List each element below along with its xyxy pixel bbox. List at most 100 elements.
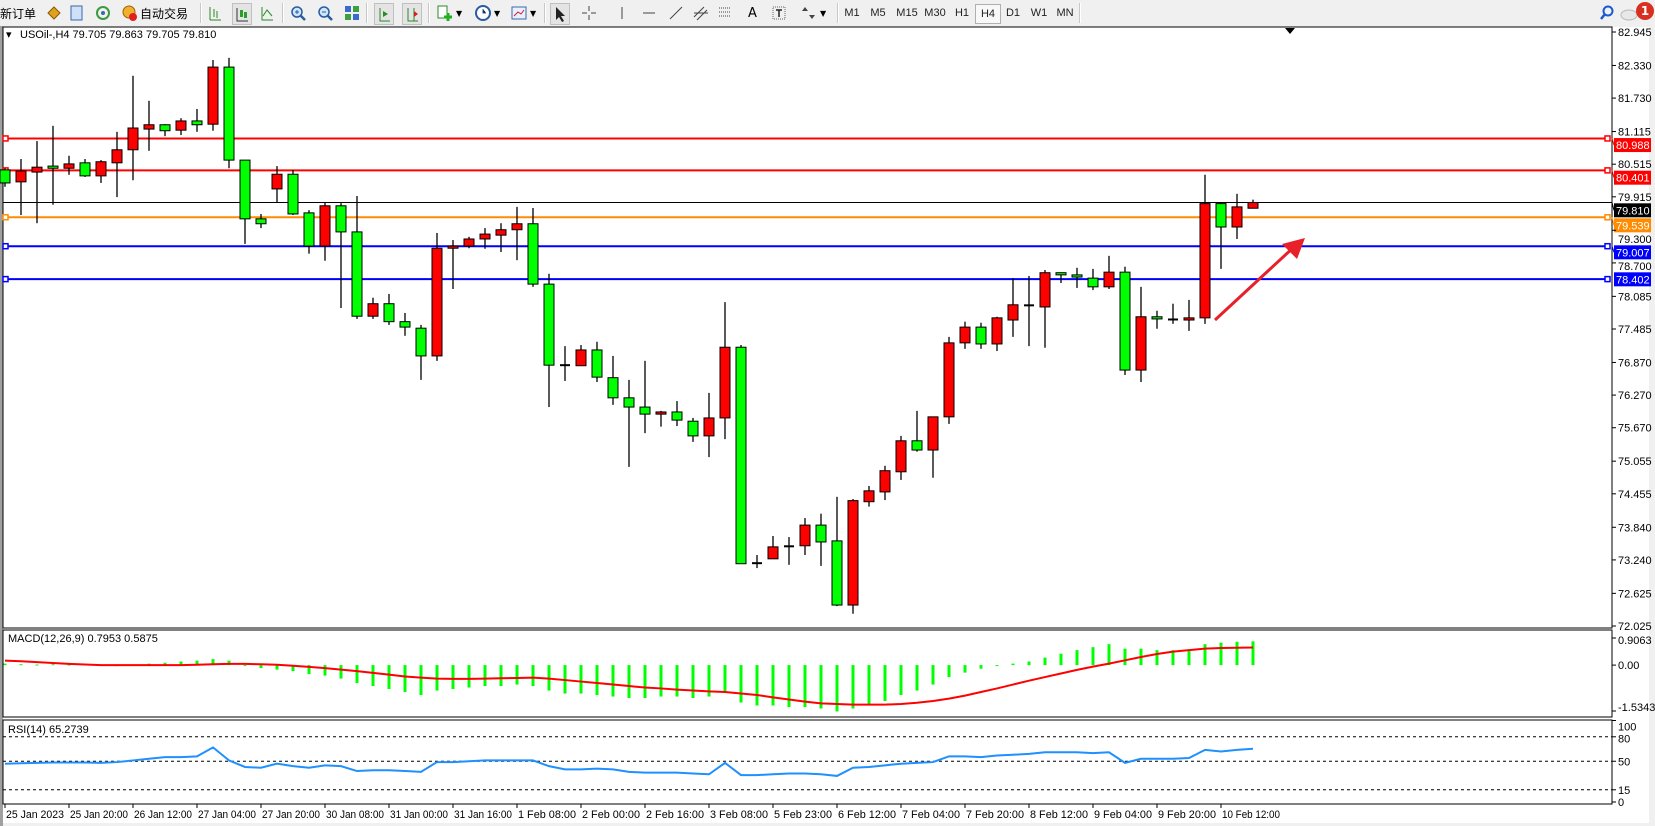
market-watch-icon [45, 4, 63, 22]
arrows-button[interactable]: ▼ [800, 3, 826, 23]
candle [1055, 272, 1067, 284]
bull-candle-body [367, 303, 379, 317]
candle [63, 155, 75, 175]
bull-candle-body [879, 470, 891, 493]
macd-histogram-bar [467, 665, 471, 688]
auto-trading-button[interactable]: 自动交易 [120, 3, 188, 23]
candle [815, 513, 827, 566]
timeframe-mn[interactable]: MN [1056, 7, 1074, 19]
time-label: 2 Feb 00:00 [582, 809, 640, 821]
timeframe-d1[interactable]: D1 [1005, 7, 1021, 19]
candle [463, 236, 475, 249]
bull-candle-body [95, 161, 107, 177]
chart-shift-marker[interactable] [1285, 28, 1295, 34]
bear-candle-body [239, 159, 251, 220]
candle [1231, 193, 1243, 239]
new-order-button[interactable]: 新订单 [0, 3, 36, 23]
macd-histogram-bar [163, 662, 167, 666]
bear-candle-body [1215, 203, 1227, 228]
navigator-button[interactable] [94, 3, 112, 23]
price-label: 80.988 [1616, 140, 1650, 152]
macd-histogram-bar [915, 665, 919, 691]
text-label-button[interactable] [770, 3, 788, 23]
macd-histogram-bar [19, 664, 23, 666]
timeframe-m1[interactable]: M1 [844, 7, 860, 19]
crosshair-icon [580, 4, 598, 22]
time-label: 6 Feb 12:00 [838, 809, 896, 821]
horizontal-line-button[interactable] [640, 3, 658, 23]
search-button[interactable] [1598, 3, 1616, 23]
timeframe-m5[interactable]: M5 [870, 7, 886, 19]
macd-histogram-bar [1027, 661, 1031, 666]
candle [399, 312, 411, 336]
bull-candle-body [111, 149, 123, 164]
text-tool-label: A [748, 5, 757, 21]
candle [319, 201, 331, 261]
zoom-in-button[interactable] [289, 3, 307, 23]
price-label-box [1614, 272, 1651, 287]
candle [271, 166, 283, 202]
macd-histogram-bar [979, 665, 983, 669]
crosshair-button[interactable] [580, 3, 598, 23]
tile-windows-button[interactable] [343, 3, 361, 23]
line-handle-left [2, 242, 9, 250]
macd-histogram-bar [1123, 648, 1127, 666]
bear-candle-body [1087, 277, 1099, 288]
bar-chart-button[interactable] [206, 3, 224, 23]
line-handle-right [1604, 214, 1611, 221]
clock-icon [474, 4, 492, 22]
auto-scroll-icon [375, 5, 393, 23]
candle [47, 125, 59, 205]
bull-candle-body [319, 205, 331, 247]
macd-histogram-bar [195, 660, 199, 666]
bull-candle-body [991, 317, 1003, 345]
search-icon [1598, 4, 1616, 22]
templates-button[interactable]: ▼ [510, 3, 536, 23]
macd-histogram-bar [1251, 641, 1255, 666]
timeframe-h1[interactable]: H1 [954, 7, 970, 19]
candlestick-button[interactable] [232, 3, 252, 25]
candle [655, 410, 667, 427]
candle [639, 360, 651, 434]
bull-candle-body [495, 229, 507, 236]
bull-candle-body [175, 120, 187, 131]
timeframe-m30[interactable]: M30 [924, 7, 946, 19]
line-handle-right [1604, 275, 1611, 283]
periods-button[interactable]: ▼ [474, 3, 500, 23]
fibonacci-button[interactable] [717, 3, 735, 23]
vertical-line-button[interactable] [613, 3, 631, 23]
rsi-axis-label: 100 [1618, 722, 1636, 734]
candle [784, 537, 794, 565]
candle [671, 401, 683, 427]
candle [719, 302, 731, 440]
timeframe-w1[interactable]: W1 [1030, 7, 1048, 19]
collapse-triangle-icon[interactable]: ▾ [6, 29, 12, 41]
price-tick-label: 80.515 [1618, 159, 1652, 171]
price-label: 78.402 [1616, 274, 1650, 286]
bull-candle-body [207, 66, 219, 125]
zoom-out-button[interactable] [316, 3, 334, 23]
main-pane [2, 26, 1613, 629]
auto-scroll-button[interactable] [374, 3, 394, 25]
data-window-button[interactable] [68, 3, 86, 23]
timeframe-m15[interactable]: M15 [896, 7, 918, 19]
indicators-button[interactable]: ▼ [436, 3, 462, 23]
chart-shift-button[interactable] [402, 3, 422, 25]
timeframe-h4[interactable]: H4 [975, 4, 1001, 24]
bull-candle-body [655, 411, 667, 415]
time-label: 5 Feb 23:00 [774, 809, 832, 821]
bull-candle-body [1007, 304, 1019, 321]
bear-candle-body [591, 349, 603, 378]
cursor-button[interactable] [550, 3, 570, 25]
candle [927, 416, 939, 478]
trendline-button[interactable] [667, 3, 685, 23]
line-chart-button[interactable] [258, 3, 276, 23]
text-button[interactable]: A [748, 3, 757, 23]
arrow-annotation[interactable] [1213, 238, 1305, 322]
macd-histogram-bar [227, 660, 231, 666]
channel-button[interactable] [692, 3, 710, 23]
market-watch-button[interactable] [45, 3, 63, 23]
price-label-connector [1611, 246, 1615, 253]
price-tick-label: 75.670 [1618, 423, 1652, 435]
